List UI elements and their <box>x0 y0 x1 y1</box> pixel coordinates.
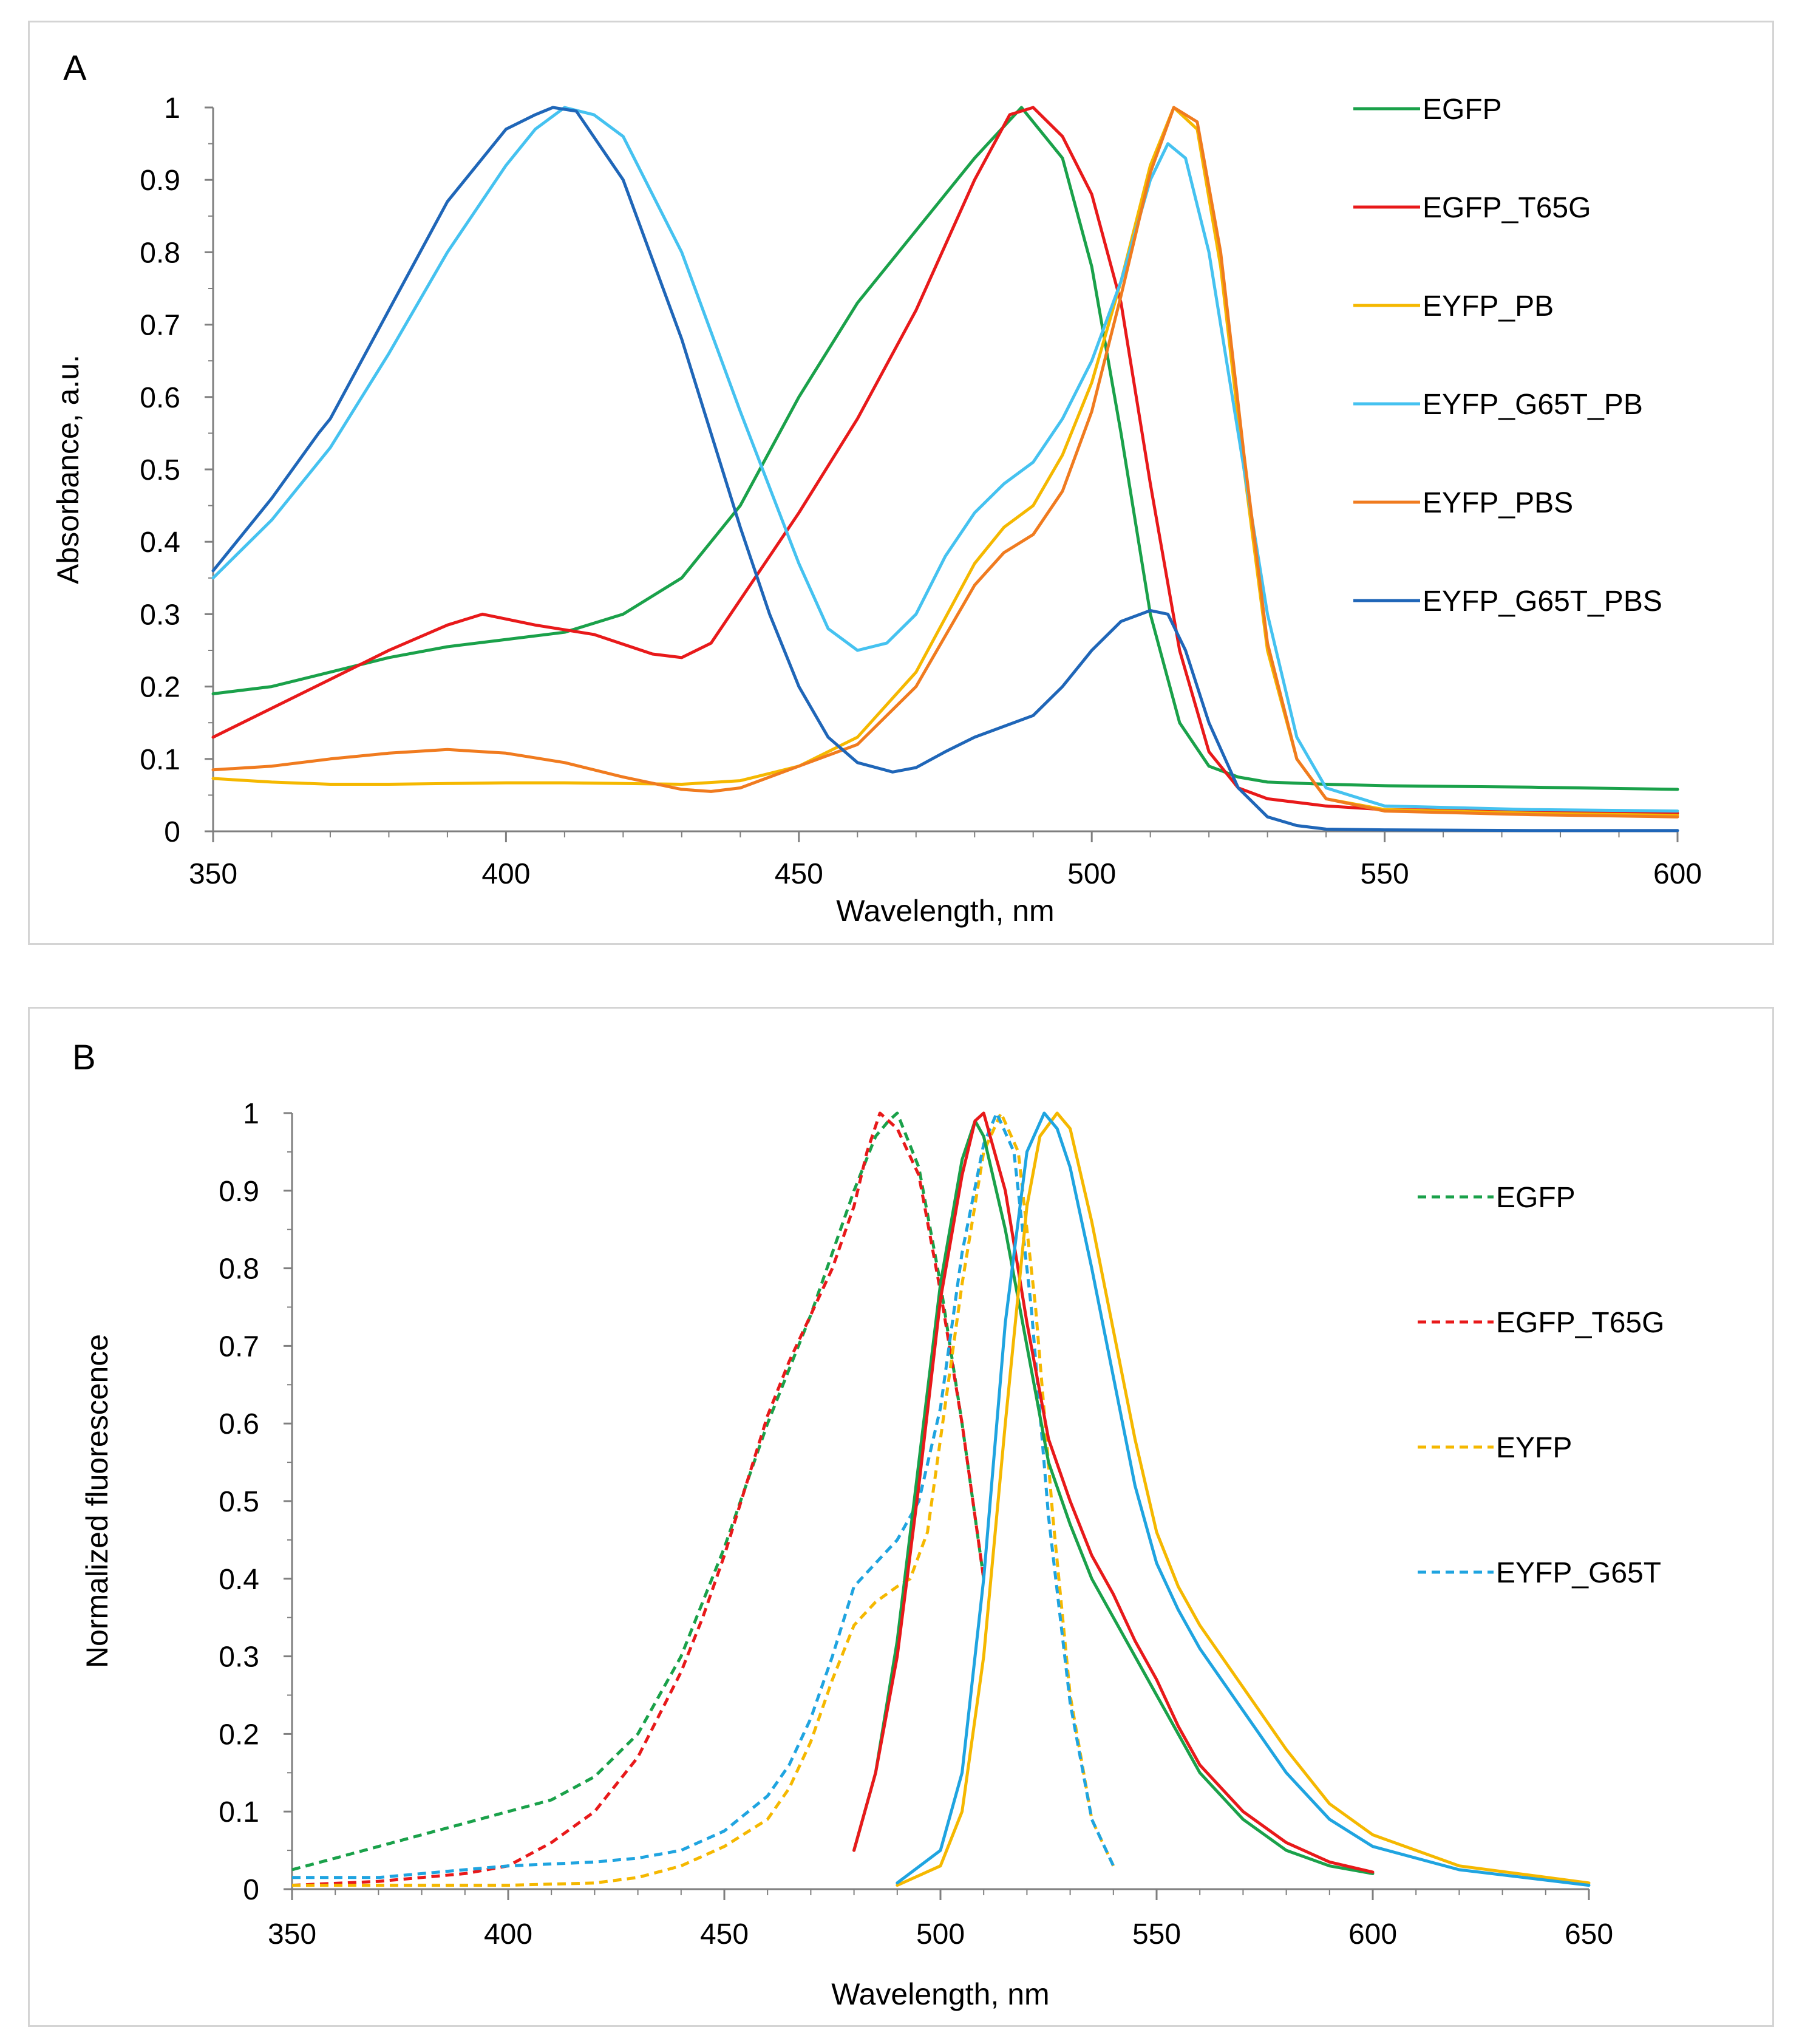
panel-b: B 0 0.1 0.2 0.3 0.4 0.5 0.6 0.7 0.8 0.9 1 350 400 450 5… <box>28 1007 1774 2027</box>
y-tick-label: 0.8 <box>140 237 180 269</box>
x-tick-label: 400 <box>484 1918 532 1950</box>
series-line-eyfp <box>292 1111 1115 1887</box>
legend-label-eyfp-g65t: EYFP_G65T <box>1496 1557 1661 1589</box>
series-line-eyfp-emission <box>896 1111 1591 1887</box>
x-tick-label: 450 <box>700 1918 749 1950</box>
y-axis-title: Normalized fluorescence <box>80 1334 114 1668</box>
y-tick-label: 0.6 <box>140 382 180 414</box>
y-tick-label: 0.5 <box>219 1486 259 1518</box>
y-tick-label: 0.5 <box>140 454 180 486</box>
y-tick-label: 0.8 <box>219 1253 259 1286</box>
legend-label-eyfp: EYFP <box>1496 1432 1572 1464</box>
legend-label-eyfp-pbs: EYFP_PBS <box>1423 487 1573 519</box>
y-tick-label: 0.3 <box>219 1641 259 1674</box>
legend-label-egfp-t65g: EGFP_T65G <box>1423 192 1591 224</box>
x-tick-label: 350 <box>189 858 237 890</box>
panel-a: A 0 0.1 0.2 0.3 0.4 0.5 0.6 0.7 0.8 0.9 1 350 400 450 5… <box>28 21 1774 945</box>
y-tick-label: 0.9 <box>219 1176 259 1208</box>
panel-letter: A <box>63 49 87 88</box>
x-tick-label: 650 <box>1565 1918 1613 1950</box>
x-axis-title: Wavelength, nm <box>836 894 1054 928</box>
series-line-eyfp-g65t <box>292 1111 1115 1879</box>
series-line-eyfp-pbs <box>211 106 1679 819</box>
series-line-egfp-t65g-emission <box>852 1111 1375 1874</box>
y-axis-title: Absorbance, a.u. <box>51 355 85 584</box>
y-tick-label: 1 <box>243 1098 259 1130</box>
y-tick-label: 0 <box>243 1874 259 1906</box>
y-tick-label: 0.6 <box>219 1408 259 1440</box>
series-line-eyfp-g65t-pbs <box>211 106 1679 833</box>
series-line-egfp-t65g <box>291 1111 985 1887</box>
y-tick-label: 0.1 <box>140 744 180 776</box>
fluorescence-chart: B 0 0.1 0.2 0.3 0.4 0.5 0.6 0.7 0.8 0.9 1 350 400 450 5… <box>72 1038 1664 2011</box>
series-line-egfp-emission <box>852 1119 1375 1875</box>
x-tick-label: 350 <box>268 1918 316 1950</box>
y-tick-label: 0.3 <box>140 599 180 631</box>
x-tick-label: 400 <box>481 858 530 890</box>
series-line-egfp <box>291 1111 985 1872</box>
panel-letter: B <box>72 1038 96 1077</box>
legend-label-eyfp-g65t-pb: EYFP_G65T_PB <box>1423 389 1643 421</box>
series-line-egfp-t65g <box>211 106 1679 815</box>
y-tick-label: 0.4 <box>219 1564 259 1596</box>
x-tick-label: 500 <box>1067 858 1116 890</box>
y-tick-label: 0.7 <box>140 310 180 342</box>
y-tick-label: 0.7 <box>219 1330 259 1363</box>
x-tick-label: 550 <box>1361 858 1409 890</box>
legend-label-egfp-t65g: EGFP_T65G <box>1496 1307 1664 1339</box>
x-axis-title: Wavelength, nm <box>831 1977 1049 2011</box>
y-tick-label: 0 <box>164 816 180 848</box>
y-tick-label: 0.2 <box>219 1719 259 1751</box>
legend-label-eyfp-g65t-pbs: EYFP_G65T_PBS <box>1423 585 1662 618</box>
x-tick-label: 450 <box>775 858 823 890</box>
y-tick-label: 0.1 <box>219 1796 259 1828</box>
absorbance-chart: A 0 0.1 0.2 0.3 0.4 0.5 0.6 0.7 0.8 0.9 1 350 400 450 5… <box>51 49 1702 928</box>
x-tick-label: 550 <box>1132 1918 1181 1950</box>
x-tick-label: 600 <box>1653 858 1702 890</box>
y-tick-label: 0.9 <box>140 165 180 197</box>
series-line-egfp <box>211 106 1679 791</box>
x-tick-label: 500 <box>916 1918 965 1950</box>
legend-label-eyfp-pb: EYFP_PB <box>1423 290 1554 322</box>
y-tick-label: 0.4 <box>140 526 180 559</box>
legend-label-egfp: EGFP <box>1496 1182 1576 1214</box>
legend-label-egfp: EGFP <box>1423 94 1502 126</box>
series-line-eyfp-g65t-emission <box>896 1111 1591 1887</box>
y-tick-label: 0.2 <box>140 672 180 704</box>
y-tick-label: 1 <box>164 92 180 124</box>
x-tick-label: 600 <box>1348 1918 1397 1950</box>
